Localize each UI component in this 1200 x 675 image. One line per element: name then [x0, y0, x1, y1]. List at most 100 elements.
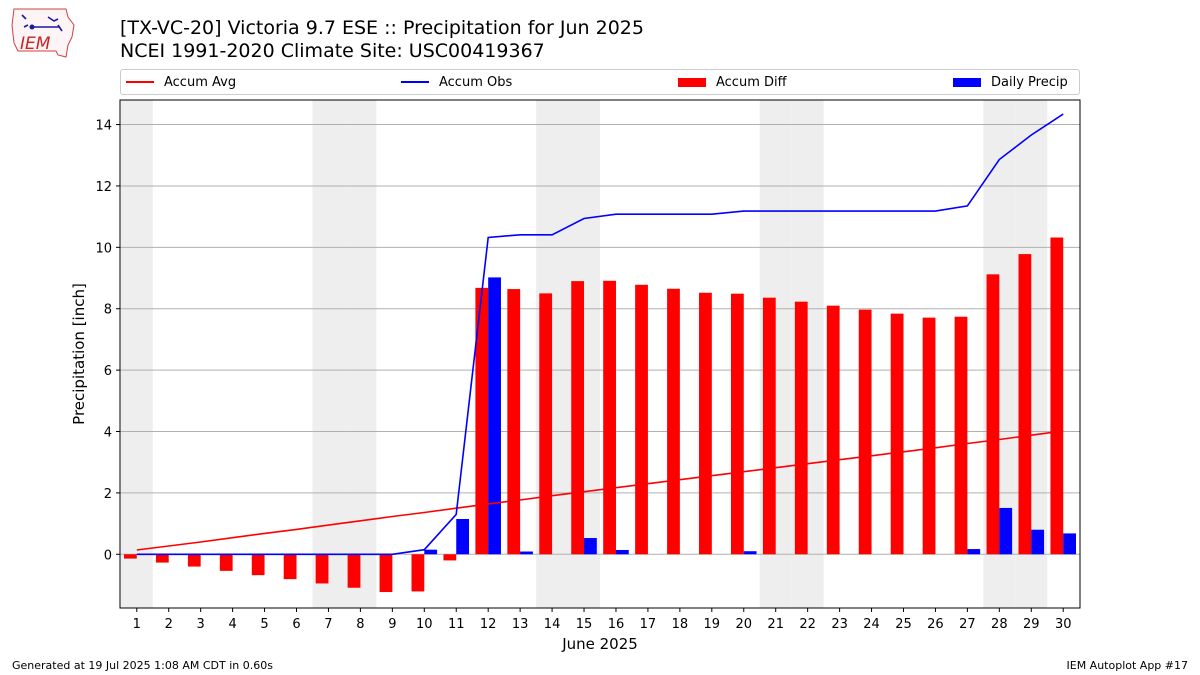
- accum-diff-bar-14: [539, 293, 553, 555]
- legend-item-accum-obs: Accum Obs: [401, 70, 512, 94]
- accum-diff-bar-19: [699, 292, 712, 555]
- accum-diff-bar-29: [1018, 254, 1032, 555]
- legend-label-accum-obs: Accum Obs: [439, 74, 513, 90]
- x-tick-label-13: 13: [512, 617, 529, 632]
- accum-diff-bar-13: [507, 289, 521, 555]
- x-tick-label-15: 15: [576, 617, 593, 632]
- accum-diff-bar-4: [219, 554, 233, 571]
- accum-diff-bar-21: [762, 297, 776, 555]
- x-tick-label-24: 24: [863, 617, 880, 632]
- accum-diff-bar-6: [283, 554, 297, 580]
- x-tick-label-17: 17: [640, 617, 657, 632]
- accum-diff-bar-12: [475, 287, 489, 555]
- accum-diff-bar-17: [635, 284, 648, 555]
- accum-diff-bar-3: [187, 554, 201, 567]
- accum-diff-bar-22: [794, 301, 808, 555]
- bars: [123, 237, 1077, 593]
- chart-title: [TX-VC-20] Victoria 9.7 ESE :: Precipita…: [120, 17, 644, 39]
- legend-label-daily-precip: Daily Precip: [991, 74, 1068, 90]
- daily-precip-bar-20: [743, 551, 757, 555]
- x-tick-label-2: 2: [165, 617, 173, 632]
- weekend-shade-1: [120, 100, 153, 608]
- daily-precip-bar-13: [520, 551, 533, 555]
- iem-logo: IEM: [8, 5, 80, 60]
- y-tick-label-2: 2: [104, 487, 112, 502]
- x-tick-label-21: 21: [767, 617, 784, 632]
- accum-diff-bar-11: [443, 554, 457, 561]
- y-tick-label-6: 6: [104, 364, 112, 379]
- footer-generated-text: Generated at 19 Jul 2025 1:08 AM CDT in …: [12, 659, 273, 672]
- x-tick-label-6: 6: [292, 617, 300, 632]
- daily-precip-bar-16: [615, 549, 629, 555]
- accum-diff-bar-23: [826, 305, 840, 555]
- daily-precip-bar-27: [967, 549, 981, 555]
- lines: [136, 113, 1064, 556]
- x-tick-label-26: 26: [927, 617, 944, 632]
- daily-precip-bar-12: [488, 277, 501, 555]
- legend-item-accum-diff: Accum Diff: [678, 70, 787, 94]
- daily-precip-bar-15: [584, 538, 597, 555]
- legend-item-accum-avg: Accum Avg: [126, 70, 236, 94]
- x-tick-label-19: 19: [704, 617, 721, 632]
- x-tick-label-11: 11: [448, 617, 465, 632]
- x-tick-label-14: 14: [544, 617, 561, 632]
- accum-diff-bar-1: [123, 554, 137, 559]
- legend-label-accum-diff: Accum Diff: [716, 74, 787, 90]
- accum-avg-line: [136, 430, 1064, 551]
- x-tick-label-7: 7: [324, 617, 332, 632]
- accum-diff-bar-2: [155, 554, 169, 563]
- accum-diff-bar-27: [954, 316, 968, 555]
- y-tick-label-14: 14: [95, 119, 112, 134]
- x-tick-label-5: 5: [260, 617, 268, 632]
- accum-diff-bar-16: [603, 280, 616, 555]
- x-tick-label-29: 29: [1023, 617, 1040, 632]
- legend: Accum Avg Accum Obs Accum Diff Daily Pre…: [120, 69, 1080, 95]
- x-tick-label-4: 4: [228, 617, 236, 632]
- legend-label-accum-avg: Accum Avg: [164, 74, 237, 90]
- x-tick-label-3: 3: [197, 617, 205, 632]
- weekend-shade-8: [344, 100, 377, 608]
- accum-diff-bar-26: [922, 317, 936, 555]
- x-tick-label-12: 12: [480, 617, 497, 632]
- legend-swatch-accum-avg: [126, 81, 154, 83]
- y-tick-label-4: 4: [104, 426, 112, 441]
- footer-app-text: IEM Autoplot App #17: [1066, 659, 1189, 672]
- accum-diff-bar-8: [347, 554, 361, 588]
- y-tick-label-12: 12: [95, 180, 112, 195]
- svg-text:IEM: IEM: [20, 34, 51, 54]
- x-tick-label-30: 30: [1055, 617, 1072, 632]
- y-tick-label-10: 10: [95, 241, 112, 256]
- x-tick-label-28: 28: [991, 617, 1008, 632]
- x-tick-label-18: 18: [672, 617, 689, 632]
- legend-swatch-accum-obs: [401, 81, 429, 83]
- legend-swatch-accum-diff: [678, 77, 706, 87]
- x-axis-label: June 2025: [561, 635, 638, 653]
- x-tick-label-8: 8: [356, 617, 364, 632]
- accum-diff-bar-5: [251, 554, 265, 576]
- accum-diff-bar-30: [1050, 237, 1064, 555]
- legend-item-daily-precip: Daily Precip: [953, 70, 1068, 94]
- accum-diff-bar-15: [571, 281, 585, 555]
- accum-diff-bar-7: [315, 554, 329, 584]
- x-tick-label-23: 23: [831, 617, 848, 632]
- x-tick-label-10: 10: [416, 617, 433, 632]
- daily-precip-bar-30: [1063, 533, 1077, 555]
- weekend-shade-7: [312, 100, 345, 608]
- x-tick-label-1: 1: [133, 617, 141, 632]
- x-tick-label-16: 16: [608, 617, 625, 632]
- accum-diff-bar-18: [667, 288, 680, 555]
- x-tick-label-20: 20: [735, 617, 752, 632]
- daily-precip-bar-29: [1031, 529, 1045, 555]
- plot-frame: [119, 99, 1081, 609]
- daily-precip-bar-28: [999, 507, 1013, 555]
- x-tick-label-22: 22: [799, 617, 816, 632]
- x-tick-label-9: 9: [388, 617, 396, 632]
- y-tick-label-0: 0: [104, 548, 112, 563]
- accum-diff-bar-9: [379, 554, 393, 593]
- chart-subtitle: NCEI 1991-2020 Climate Site: USC00419367: [120, 40, 545, 62]
- legend-swatch-daily-precip: [953, 77, 981, 87]
- x-tick-label-27: 27: [959, 617, 976, 632]
- y-tick-label-8: 8: [104, 303, 112, 318]
